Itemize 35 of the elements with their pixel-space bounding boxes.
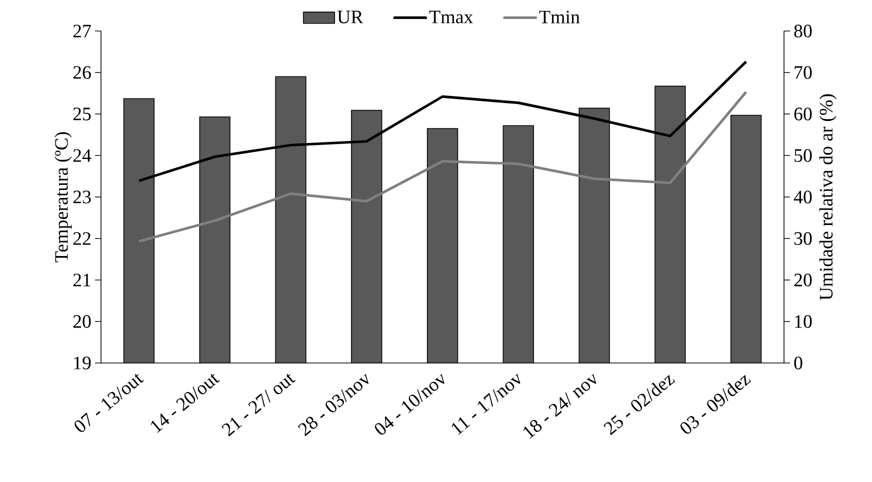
y-tick-label: 26 — [73, 66, 91, 79]
x-tick-label: 21 - 27/ out — [222, 374, 296, 436]
line-series — [138, 90, 748, 243]
y2-tick-label: 70 — [794, 66, 812, 79]
y-tick-label: 27 — [73, 24, 91, 38]
legend-label: Tmax — [429, 10, 473, 24]
y-tick-label: 24 — [73, 149, 92, 162]
y-tick-label: 21 — [73, 274, 90, 286]
y2-axis-title: Umidade relativa do ar (%) — [819, 94, 836, 300]
bar — [351, 110, 382, 363]
y2-tick-label: 0 — [794, 356, 802, 370]
y2-tick-label: 30 — [794, 232, 812, 245]
bar — [427, 128, 458, 363]
y-tick-label: 23 — [73, 190, 91, 204]
x-tick-label: 18 - 24/ nov — [523, 374, 596, 439]
y2-tick-label: 80 — [794, 24, 812, 38]
bar — [579, 108, 610, 363]
y2-tick-label: 40 — [794, 190, 812, 204]
y-axis-title: Temperatura (ºC) — [54, 132, 72, 262]
bar — [654, 86, 686, 363]
y2-tick-label: 20 — [794, 274, 812, 286]
y-tick-label: 20 — [73, 315, 91, 328]
y-tick-label: 25 — [73, 108, 91, 120]
legend-label: Tmin — [539, 10, 580, 24]
bar — [730, 114, 762, 363]
bar — [124, 98, 154, 363]
y-tick-label: 22 — [73, 232, 90, 245]
bar — [200, 116, 230, 363]
y2-tick-label: 50 — [794, 149, 812, 162]
legend-label: UR — [337, 10, 364, 24]
y-tick-label: 19 — [74, 356, 91, 370]
bar — [503, 126, 534, 363]
y2-tick-label: 60 — [794, 108, 812, 120]
bar — [276, 76, 306, 363]
y2-tick-label: 10 — [795, 315, 812, 328]
